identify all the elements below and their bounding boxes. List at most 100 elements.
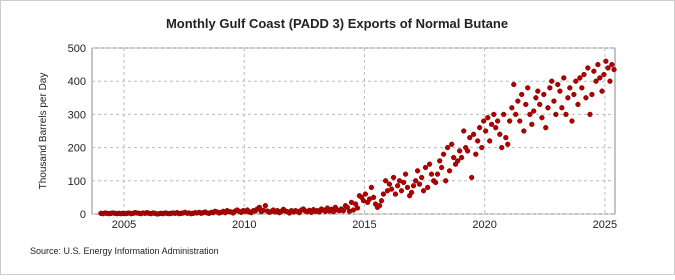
point <box>565 95 571 101</box>
point <box>501 111 507 118</box>
point <box>577 75 583 81</box>
point <box>583 95 589 101</box>
point <box>495 118 501 124</box>
point <box>503 134 509 141</box>
point <box>419 174 425 181</box>
point <box>531 108 537 114</box>
point <box>473 151 479 157</box>
point <box>400 179 407 186</box>
point <box>573 78 579 84</box>
y-tick-label: 300 <box>68 109 86 121</box>
point <box>488 121 495 128</box>
point <box>591 68 597 74</box>
point <box>543 125 549 131</box>
point <box>425 184 431 191</box>
point <box>455 158 461 164</box>
x-tick-label: 2015 <box>352 219 376 231</box>
point <box>537 101 543 108</box>
point <box>368 184 375 191</box>
point <box>601 71 607 78</box>
point <box>597 75 603 81</box>
point <box>410 183 417 189</box>
point <box>443 178 449 184</box>
point <box>533 95 539 101</box>
x-tick-label: 2010 <box>232 219 256 231</box>
point <box>376 203 383 209</box>
point <box>521 128 527 134</box>
point <box>464 148 471 154</box>
point <box>587 111 593 118</box>
point <box>388 186 395 192</box>
point <box>394 183 401 189</box>
point <box>545 105 551 111</box>
x-tick-label: 2020 <box>472 219 496 231</box>
point <box>579 85 585 91</box>
point <box>413 178 419 184</box>
point <box>609 61 615 68</box>
point <box>404 184 411 191</box>
point <box>607 78 613 84</box>
point <box>438 164 445 171</box>
point <box>599 88 605 94</box>
point <box>437 158 443 164</box>
point <box>467 134 473 141</box>
point <box>262 203 269 209</box>
point <box>527 111 533 118</box>
point <box>513 111 519 118</box>
point <box>378 198 385 204</box>
point <box>497 131 503 137</box>
y-axis-label: Thousand Barrels per Day <box>38 73 49 190</box>
point <box>408 189 415 196</box>
y-tick-label: 400 <box>68 76 86 88</box>
point <box>595 61 601 68</box>
point <box>559 105 565 111</box>
point <box>382 178 389 184</box>
point <box>549 78 555 84</box>
y-tick-label: 0 <box>80 209 86 221</box>
chart-title: Monthly Gulf Coast (PADD 3) Exports of N… <box>166 16 508 31</box>
point <box>370 194 377 201</box>
point <box>515 98 521 104</box>
point <box>482 128 489 134</box>
y-tick-label: 200 <box>68 143 86 155</box>
point <box>485 115 491 121</box>
point <box>402 171 409 177</box>
point <box>434 171 441 177</box>
point <box>499 144 505 151</box>
point <box>539 115 545 121</box>
point <box>519 91 525 98</box>
point <box>449 141 455 147</box>
point <box>563 111 569 118</box>
point <box>414 168 421 174</box>
point <box>567 85 573 91</box>
point <box>475 138 481 144</box>
point <box>507 118 513 124</box>
point <box>458 154 465 161</box>
point <box>440 151 447 157</box>
point <box>420 188 427 194</box>
point <box>481 118 487 124</box>
point <box>451 154 457 161</box>
point <box>470 131 477 137</box>
point <box>354 205 361 211</box>
point <box>457 148 463 154</box>
point <box>569 118 575 124</box>
point <box>575 101 581 108</box>
point <box>611 66 617 73</box>
point <box>476 125 483 131</box>
point <box>469 174 475 181</box>
point <box>380 191 387 197</box>
point <box>505 141 511 147</box>
point <box>557 88 563 94</box>
point <box>446 168 453 174</box>
point <box>340 208 347 214</box>
point <box>461 128 467 134</box>
point <box>432 179 439 186</box>
point <box>386 181 393 187</box>
point <box>422 164 429 171</box>
source: Source: U.S. Energy Information Administ… <box>30 246 219 256</box>
point <box>491 111 497 118</box>
point <box>593 78 599 84</box>
